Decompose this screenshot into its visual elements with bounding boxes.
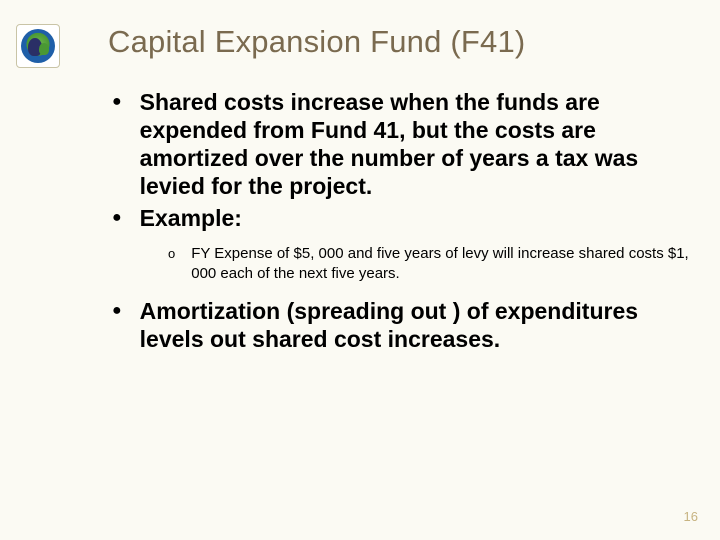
sub-bullet-text: FY Expense of $5, 000 and five years of … [191, 244, 690, 283]
bullet-item: ● Shared costs increase when the funds a… [108, 88, 690, 200]
sub-bullet-dot-icon: o [168, 244, 175, 264]
bullet-item: ● Amortization (spreading out ) of expen… [108, 297, 690, 353]
slide: Capital Expansion Fund (F41) ● Shared co… [0, 0, 720, 540]
logo-icon [16, 24, 60, 68]
bullet-item: ● Example: [108, 204, 690, 232]
bullet-dot-icon: ● [112, 204, 122, 232]
bullet-text: Shared costs increase when the funds are… [140, 88, 690, 200]
bullet-dot-icon: ● [112, 88, 122, 116]
bullet-text: Amortization (spreading out ) of expendi… [140, 297, 690, 353]
slide-content: ● Shared costs increase when the funds a… [108, 88, 690, 357]
bullet-text: Example: [140, 204, 690, 232]
slide-title: Capital Expansion Fund (F41) [108, 24, 525, 60]
bullet-dot-icon: ● [112, 297, 122, 325]
page-number: 16 [684, 509, 698, 524]
sub-bullet-item: o FY Expense of $5, 000 and five years o… [168, 244, 690, 283]
